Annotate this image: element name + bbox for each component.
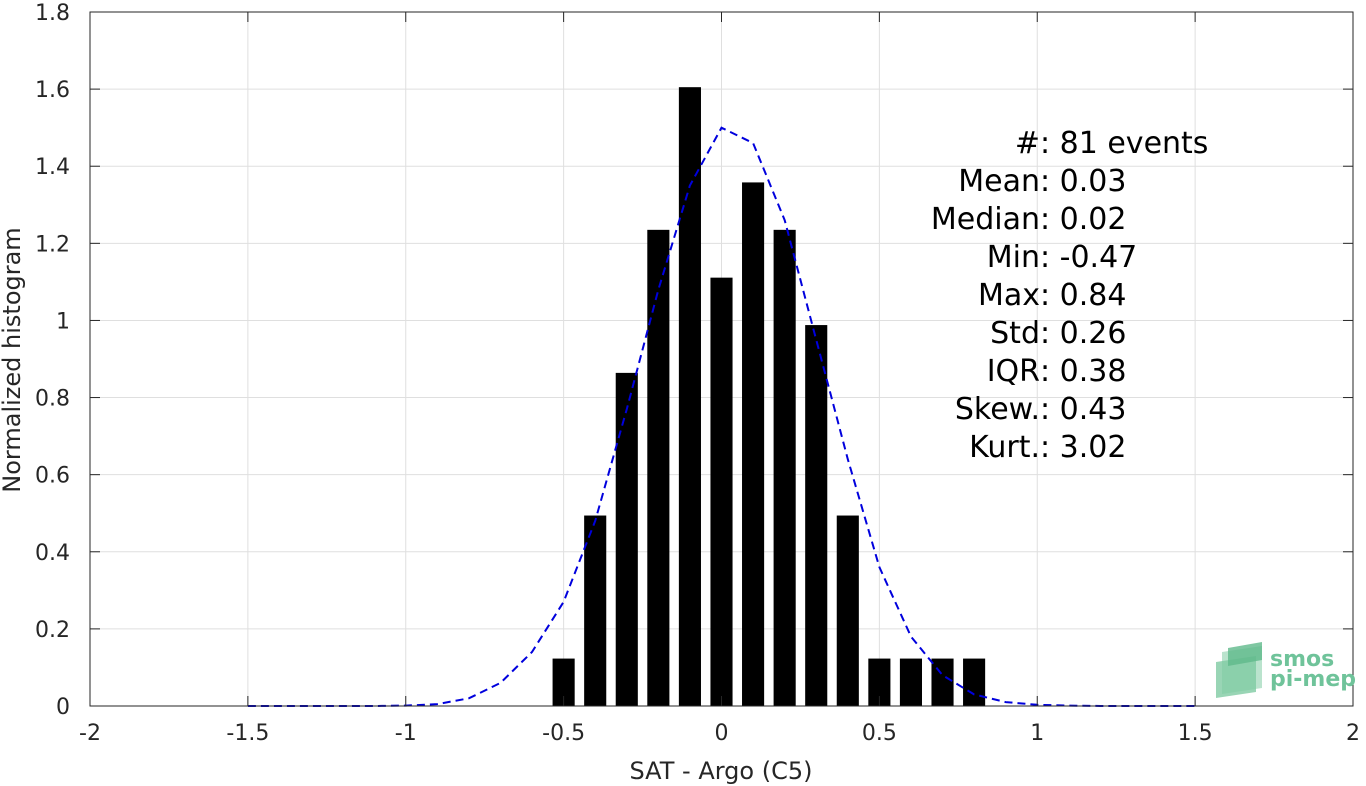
y-tick-label: 0.6 bbox=[35, 464, 70, 489]
logo-text-pimep: pi-mep bbox=[1270, 667, 1356, 692]
histogram-bar bbox=[742, 182, 765, 707]
x-tick-label: 0.5 bbox=[862, 721, 897, 746]
y-axis-ticks: 0 0.2 0.4 0.6 0.8 1 1.2 1.4 1.6 1.8 bbox=[35, 1, 1353, 720]
stat-name: Kurt. bbox=[969, 430, 1040, 465]
histogram-bar bbox=[710, 277, 733, 706]
stat-value: : 0.03 bbox=[1040, 164, 1126, 199]
histogram-bar bbox=[963, 658, 986, 706]
y-tick-label: 0.4 bbox=[35, 541, 70, 566]
stat-name: Mean bbox=[958, 164, 1040, 199]
histogram-bar bbox=[868, 658, 891, 706]
histogram-bar bbox=[899, 658, 923, 706]
y-axis-label: Normalized histogram bbox=[0, 227, 26, 492]
histogram-bar bbox=[836, 515, 859, 706]
x-tick-label: -2 bbox=[79, 721, 101, 746]
x-tick-label: 0 bbox=[715, 721, 729, 746]
x-tick-label: 1.5 bbox=[1178, 721, 1213, 746]
x-tick-label: -1 bbox=[395, 721, 417, 746]
logo-text-smos: smos bbox=[1270, 647, 1334, 672]
x-tick-label: 1 bbox=[1030, 721, 1044, 746]
histogram-bar bbox=[931, 658, 954, 706]
stat-name: # bbox=[1015, 126, 1040, 161]
y-tick-label: 1.4 bbox=[35, 155, 70, 180]
histogram-bar bbox=[647, 229, 670, 707]
y-tick-label: 1 bbox=[56, 309, 70, 334]
stat-value: : 3.02 bbox=[1040, 430, 1126, 465]
histogram-bar bbox=[552, 658, 575, 706]
logo-mark-icon bbox=[1216, 642, 1262, 698]
histogram-bars bbox=[552, 87, 986, 707]
histogram-bar bbox=[584, 515, 607, 706]
stat-name: Min bbox=[987, 240, 1040, 275]
y-tick-label: 0.2 bbox=[35, 618, 70, 643]
stat-value: : 0.84 bbox=[1040, 278, 1126, 313]
stat-value: : 81 events bbox=[1040, 126, 1208, 161]
stat-value: : -0.47 bbox=[1040, 240, 1137, 275]
stat-name: Skew. bbox=[955, 392, 1040, 427]
x-axis-label: SAT - Argo (C5) bbox=[630, 757, 813, 785]
y-tick-label: 1.8 bbox=[35, 1, 70, 26]
y-tick-label: 1.2 bbox=[35, 232, 70, 257]
x-tick-label: -0.5 bbox=[542, 721, 585, 746]
y-tick-label: 0.8 bbox=[35, 387, 70, 412]
stat-value: : 0.38 bbox=[1040, 354, 1126, 389]
histogram-bar bbox=[678, 87, 701, 706]
x-tick-label: -1.5 bbox=[226, 721, 269, 746]
stat-name: Max bbox=[978, 278, 1040, 313]
stat-name: IQR bbox=[987, 354, 1040, 389]
stat-name: Std bbox=[990, 316, 1040, 351]
y-tick-label: 1.6 bbox=[35, 78, 70, 103]
histogram-bar bbox=[805, 325, 828, 706]
histogram-bar bbox=[615, 372, 638, 706]
y-tick-label: 0 bbox=[56, 695, 70, 720]
histogram-bar bbox=[773, 229, 796, 707]
x-axis-ticks: -2 -1.5 -1 -0.5 0 0.5 1 1.5 2 bbox=[79, 12, 1360, 746]
x-tick-label: 2 bbox=[1346, 721, 1360, 746]
smos-pimep-logo: smos pi-mep bbox=[1216, 642, 1356, 698]
stat-name: Median bbox=[931, 202, 1040, 237]
stat-value: : 0.43 bbox=[1040, 392, 1126, 427]
stat-value: : 0.02 bbox=[1040, 202, 1126, 237]
stat-value: : 0.26 bbox=[1040, 316, 1126, 351]
